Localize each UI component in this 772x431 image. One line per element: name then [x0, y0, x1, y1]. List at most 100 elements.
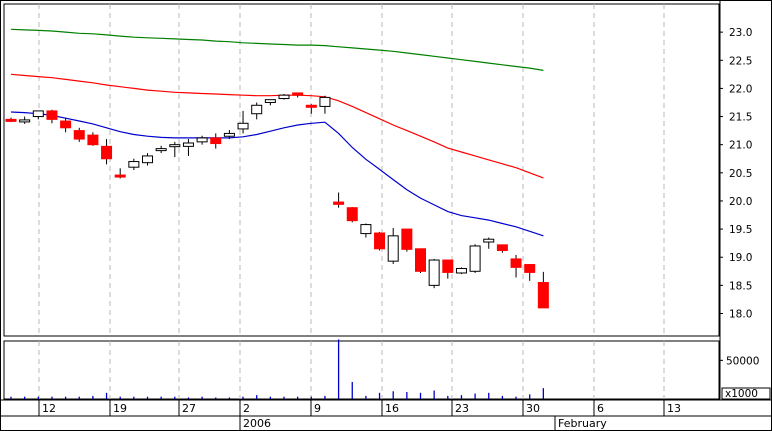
candle-body — [87, 134, 99, 146]
candle-body — [510, 258, 522, 268]
volume-unit-box — [721, 387, 771, 400]
candle — [524, 264, 536, 281]
candle-body — [360, 224, 372, 235]
candle — [19, 116, 31, 124]
candle — [128, 158, 140, 170]
candle-body — [374, 232, 386, 250]
price-tick-label: 21.0 — [729, 140, 752, 152]
candle — [442, 259, 454, 279]
candle-body — [292, 92, 304, 96]
candlesticks — [5, 92, 549, 309]
candle-body — [237, 122, 249, 130]
candle — [169, 141, 181, 158]
candle-body — [210, 137, 222, 145]
candle — [455, 267, 467, 275]
candle — [101, 139, 113, 165]
candle-body — [182, 142, 194, 147]
candle — [415, 248, 426, 273]
candle-body — [496, 244, 508, 251]
candle-body — [278, 94, 290, 100]
price-tick-label: 20.0 — [729, 196, 752, 208]
candle-body — [483, 238, 495, 243]
x-tick-label: 30 — [526, 402, 540, 415]
x-tick-label: 2 — [243, 402, 250, 415]
candle — [182, 139, 194, 156]
moving-average-line — [10, 73, 544, 179]
candle-body — [401, 228, 413, 250]
x-tick-label: 23 — [455, 402, 469, 415]
gridlines — [38, 4, 665, 399]
x-tick-label: 12 — [42, 402, 56, 415]
candle-body — [455, 267, 467, 274]
candle-body — [46, 110, 58, 120]
candle-body — [387, 235, 399, 262]
candle — [346, 207, 358, 223]
candle — [196, 135, 208, 145]
x-tick-label: 27 — [182, 402, 196, 415]
price-tick-label: 19.5 — [729, 224, 752, 236]
price-tick-label: 18.0 — [729, 308, 752, 320]
candle — [319, 95, 331, 114]
candle-body — [32, 110, 44, 118]
candle — [305, 104, 317, 114]
candle-body — [142, 155, 153, 164]
price-tick-label: 22.0 — [729, 83, 752, 95]
moving-average-line — [10, 111, 544, 237]
candle-body — [73, 130, 85, 140]
candle-body — [442, 259, 454, 273]
x-tick-label: 16 — [385, 402, 399, 415]
moving-average-lines — [10, 28, 544, 237]
axis-labels: 12 19 27 2 9 16 23 30 6 13 2006 February 23.0 22.5 22.… — [38, 27, 771, 430]
candle — [32, 110, 44, 120]
moving-average-line — [10, 28, 544, 71]
month-label: February — [558, 417, 607, 430]
candle — [251, 102, 263, 120]
candle-body — [319, 96, 331, 107]
x-tick-label: 19 — [113, 402, 127, 415]
volume-bars — [10, 339, 544, 399]
x-tick-label: 13 — [667, 402, 681, 415]
candle — [292, 92, 304, 98]
candle — [237, 110, 249, 134]
candle — [387, 227, 399, 264]
candle — [87, 132, 99, 146]
candle-body — [196, 137, 208, 143]
candle — [510, 254, 522, 278]
price-tick-label: 23.0 — [729, 27, 752, 39]
candle — [428, 258, 440, 289]
candle-body — [415, 248, 426, 272]
candle — [142, 153, 153, 166]
candle-body — [155, 148, 167, 152]
volume-panel-border — [3, 340, 720, 400]
candle-body — [469, 245, 481, 272]
candle-body — [524, 264, 536, 273]
price-tick-label: 20.5 — [729, 168, 752, 180]
candle — [155, 145, 167, 154]
candle — [60, 117, 72, 133]
price-tick-label: 19.0 — [729, 252, 752, 264]
candle — [5, 117, 17, 123]
candle-body — [428, 259, 440, 286]
candle — [537, 271, 549, 309]
candle-body — [114, 174, 126, 178]
x-tick-label: 9 — [314, 402, 321, 415]
candle-body — [537, 282, 549, 309]
candle-body — [264, 99, 276, 103]
candle-body — [128, 161, 140, 168]
candle-body — [19, 119, 31, 123]
candle-body — [101, 145, 113, 160]
candle — [264, 99, 276, 106]
candle — [114, 168, 126, 179]
candle-body — [60, 120, 72, 129]
candle-body — [346, 207, 358, 222]
candle — [374, 231, 386, 251]
volume-tick-label: 50000 — [726, 355, 759, 367]
candle — [469, 244, 481, 273]
candle-body — [223, 132, 235, 137]
candle — [483, 237, 495, 249]
x-tick-label: 6 — [597, 402, 604, 415]
candle — [401, 228, 413, 252]
volume-unit-label: x1000 — [725, 388, 758, 400]
